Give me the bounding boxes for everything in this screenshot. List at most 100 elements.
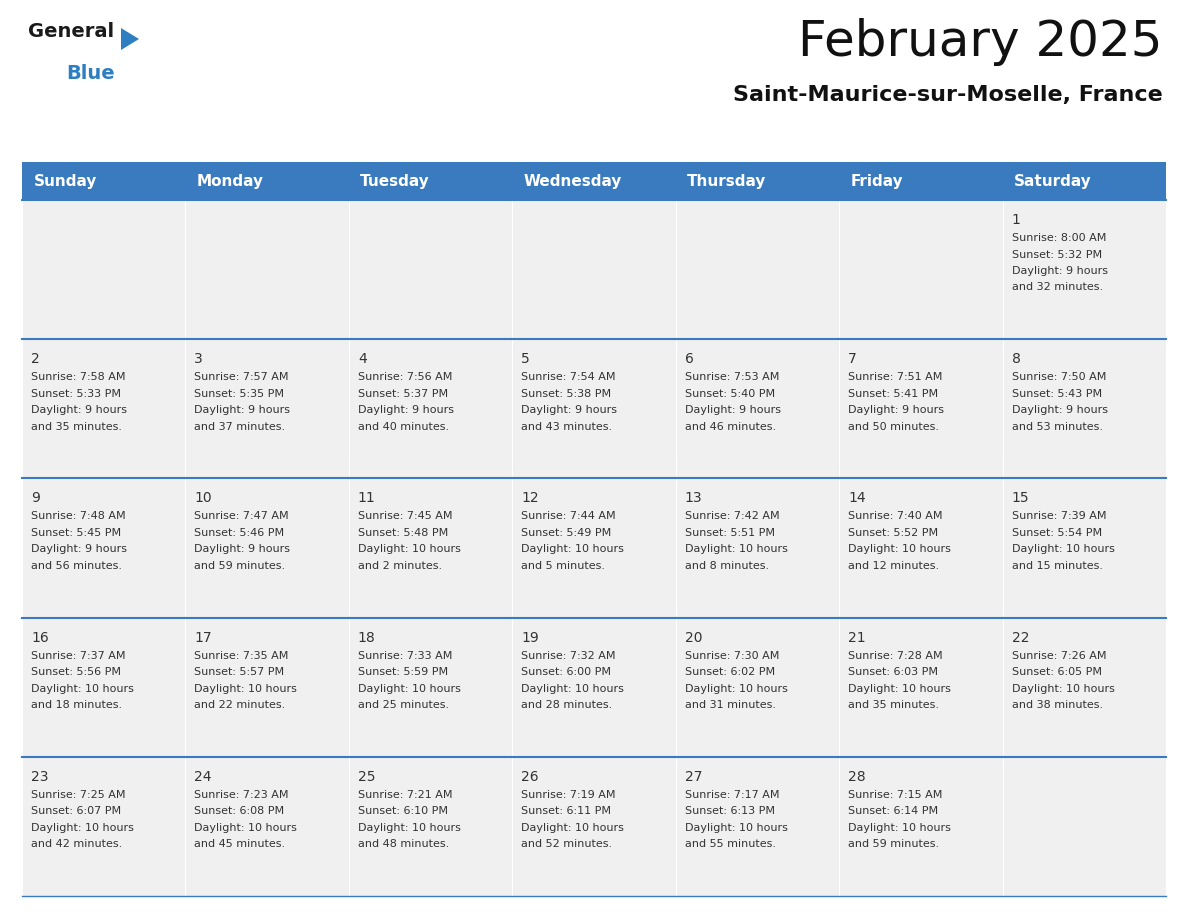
Text: Sunset: 6:14 PM: Sunset: 6:14 PM bbox=[848, 806, 939, 816]
Text: and 37 minutes.: and 37 minutes. bbox=[195, 421, 285, 431]
Text: Sunrise: 7:53 AM: Sunrise: 7:53 AM bbox=[684, 372, 779, 382]
Text: Sunset: 5:46 PM: Sunset: 5:46 PM bbox=[195, 528, 285, 538]
Text: Sunrise: 8:00 AM: Sunrise: 8:00 AM bbox=[1011, 233, 1106, 243]
Text: and 55 minutes.: and 55 minutes. bbox=[684, 839, 776, 849]
Bar bbox=[23, 618, 185, 756]
Bar bbox=[23, 200, 185, 339]
Text: Daylight: 9 hours: Daylight: 9 hours bbox=[684, 405, 781, 415]
Bar bbox=[839, 162, 1003, 200]
Bar bbox=[676, 200, 839, 339]
Text: Sunrise: 7:32 AM: Sunrise: 7:32 AM bbox=[522, 651, 615, 661]
Text: Daylight: 10 hours: Daylight: 10 hours bbox=[684, 823, 788, 833]
Text: Sunrise: 7:45 AM: Sunrise: 7:45 AM bbox=[358, 511, 453, 521]
Text: 12: 12 bbox=[522, 491, 539, 506]
Text: Sunrise: 7:21 AM: Sunrise: 7:21 AM bbox=[358, 789, 453, 800]
Text: 17: 17 bbox=[195, 631, 211, 644]
Text: and 53 minutes.: and 53 minutes. bbox=[1011, 421, 1102, 431]
Text: Sunset: 5:32 PM: Sunset: 5:32 PM bbox=[1011, 250, 1101, 260]
Bar bbox=[185, 756, 349, 896]
Bar bbox=[676, 339, 839, 478]
Text: February 2025: February 2025 bbox=[798, 18, 1163, 66]
Text: Sunrise: 7:57 AM: Sunrise: 7:57 AM bbox=[195, 372, 289, 382]
Text: Sunset: 5:48 PM: Sunset: 5:48 PM bbox=[358, 528, 448, 538]
Bar bbox=[839, 339, 1003, 478]
Text: 18: 18 bbox=[358, 631, 375, 644]
Text: and 18 minutes.: and 18 minutes. bbox=[31, 700, 122, 711]
Bar bbox=[349, 478, 512, 618]
Text: 27: 27 bbox=[684, 770, 702, 784]
Text: 11: 11 bbox=[358, 491, 375, 506]
Bar bbox=[349, 756, 512, 896]
Text: Daylight: 10 hours: Daylight: 10 hours bbox=[522, 823, 624, 833]
Text: Sunrise: 7:26 AM: Sunrise: 7:26 AM bbox=[1011, 651, 1106, 661]
Text: 24: 24 bbox=[195, 770, 211, 784]
Text: Wednesday: Wednesday bbox=[524, 174, 623, 188]
Text: Sunset: 5:37 PM: Sunset: 5:37 PM bbox=[358, 388, 448, 398]
Text: Sunrise: 7:17 AM: Sunrise: 7:17 AM bbox=[684, 789, 779, 800]
Text: Blue: Blue bbox=[67, 64, 114, 83]
Text: Sunset: 6:00 PM: Sunset: 6:00 PM bbox=[522, 667, 612, 677]
Text: and 22 minutes.: and 22 minutes. bbox=[195, 700, 285, 711]
Text: Daylight: 10 hours: Daylight: 10 hours bbox=[31, 684, 134, 694]
Bar bbox=[23, 162, 185, 200]
Bar bbox=[349, 339, 512, 478]
Bar bbox=[676, 618, 839, 756]
Bar bbox=[1003, 756, 1165, 896]
Text: Daylight: 10 hours: Daylight: 10 hours bbox=[684, 544, 788, 554]
Bar bbox=[676, 162, 839, 200]
Text: 28: 28 bbox=[848, 770, 866, 784]
Text: Sunrise: 7:58 AM: Sunrise: 7:58 AM bbox=[31, 372, 126, 382]
Text: Sunday: Sunday bbox=[33, 174, 96, 188]
Text: and 35 minutes.: and 35 minutes. bbox=[848, 700, 940, 711]
Bar bbox=[1003, 618, 1165, 756]
Text: 10: 10 bbox=[195, 491, 211, 506]
Text: Daylight: 9 hours: Daylight: 9 hours bbox=[195, 405, 290, 415]
Text: General: General bbox=[29, 22, 114, 41]
Bar bbox=[1003, 339, 1165, 478]
Text: Monday: Monday bbox=[197, 174, 264, 188]
Text: Sunset: 5:51 PM: Sunset: 5:51 PM bbox=[684, 528, 775, 538]
Text: and 52 minutes.: and 52 minutes. bbox=[522, 839, 612, 849]
Text: Daylight: 10 hours: Daylight: 10 hours bbox=[522, 544, 624, 554]
Text: Sunrise: 7:56 AM: Sunrise: 7:56 AM bbox=[358, 372, 453, 382]
Bar bbox=[512, 756, 676, 896]
Text: and 2 minutes.: and 2 minutes. bbox=[358, 561, 442, 571]
Text: Daylight: 10 hours: Daylight: 10 hours bbox=[848, 544, 952, 554]
Text: and 5 minutes.: and 5 minutes. bbox=[522, 561, 605, 571]
Text: Daylight: 10 hours: Daylight: 10 hours bbox=[522, 684, 624, 694]
Bar bbox=[185, 478, 349, 618]
Bar bbox=[23, 478, 185, 618]
Text: Daylight: 10 hours: Daylight: 10 hours bbox=[848, 684, 952, 694]
Text: 23: 23 bbox=[31, 770, 49, 784]
Text: and 35 minutes.: and 35 minutes. bbox=[31, 421, 122, 431]
Text: Daylight: 10 hours: Daylight: 10 hours bbox=[195, 823, 297, 833]
Text: 1: 1 bbox=[1011, 213, 1020, 227]
Text: Sunrise: 7:30 AM: Sunrise: 7:30 AM bbox=[684, 651, 779, 661]
Bar bbox=[676, 478, 839, 618]
Text: 16: 16 bbox=[31, 631, 49, 644]
Text: Daylight: 9 hours: Daylight: 9 hours bbox=[522, 405, 618, 415]
Bar bbox=[512, 200, 676, 339]
Text: 8: 8 bbox=[1011, 353, 1020, 366]
Bar bbox=[839, 200, 1003, 339]
Bar bbox=[185, 339, 349, 478]
Bar bbox=[23, 756, 185, 896]
Text: Sunset: 5:52 PM: Sunset: 5:52 PM bbox=[848, 528, 939, 538]
Text: Sunrise: 7:54 AM: Sunrise: 7:54 AM bbox=[522, 372, 615, 382]
Text: Sunrise: 7:39 AM: Sunrise: 7:39 AM bbox=[1011, 511, 1106, 521]
Text: and 31 minutes.: and 31 minutes. bbox=[684, 700, 776, 711]
Text: Sunrise: 7:50 AM: Sunrise: 7:50 AM bbox=[1011, 372, 1106, 382]
Text: Sunrise: 7:19 AM: Sunrise: 7:19 AM bbox=[522, 789, 615, 800]
Text: Sunrise: 7:47 AM: Sunrise: 7:47 AM bbox=[195, 511, 289, 521]
Bar bbox=[1003, 478, 1165, 618]
Text: Sunset: 5:41 PM: Sunset: 5:41 PM bbox=[848, 388, 939, 398]
Bar bbox=[349, 162, 512, 200]
Text: Daylight: 9 hours: Daylight: 9 hours bbox=[31, 544, 127, 554]
Text: 21: 21 bbox=[848, 631, 866, 644]
Text: Sunrise: 7:35 AM: Sunrise: 7:35 AM bbox=[195, 651, 289, 661]
Text: Daylight: 10 hours: Daylight: 10 hours bbox=[31, 823, 134, 833]
Text: and 25 minutes.: and 25 minutes. bbox=[358, 700, 449, 711]
Bar bbox=[185, 618, 349, 756]
Text: Daylight: 10 hours: Daylight: 10 hours bbox=[358, 823, 461, 833]
Text: 19: 19 bbox=[522, 631, 539, 644]
